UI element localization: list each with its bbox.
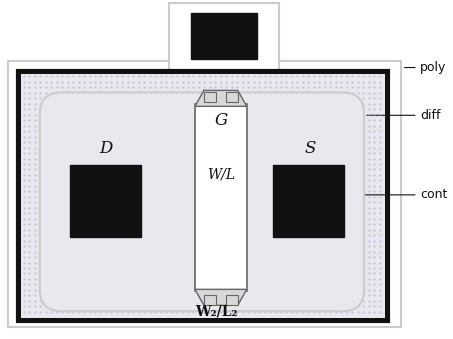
Bar [8,61,401,327]
Bar [273,165,344,237]
Bar [70,165,141,237]
FancyBboxPatch shape [40,93,364,311]
Bar [169,3,279,71]
Text: G: G [214,112,227,129]
Polygon shape [195,290,247,305]
Bar [191,13,257,59]
Bar [226,295,238,305]
Text: poly: poly [420,61,446,74]
Bar [18,71,388,321]
Text: cont: cont [420,188,447,201]
Text: W₂/L₂: W₂/L₂ [196,304,238,318]
Bar [226,93,238,102]
Bar [195,104,247,291]
Text: D: D [99,140,112,157]
Text: diff: diff [420,109,440,122]
Bar [204,295,216,305]
Polygon shape [195,91,247,106]
Text: S: S [305,140,316,157]
Bar [21,74,385,318]
Bar [204,93,216,102]
Text: W/L: W/L [207,168,235,182]
